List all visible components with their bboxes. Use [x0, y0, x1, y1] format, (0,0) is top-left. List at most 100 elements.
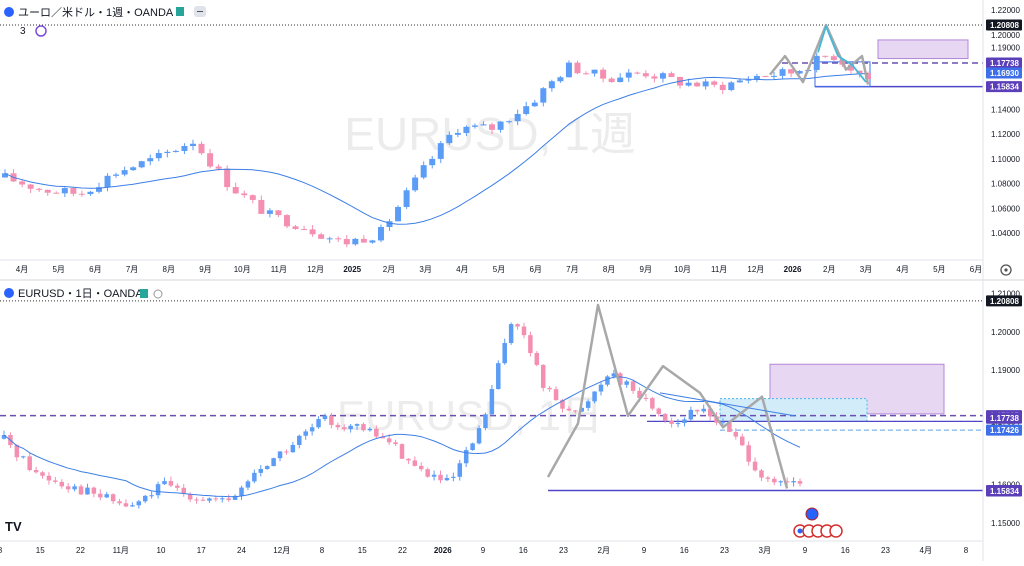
- bottom-candle: [797, 481, 803, 484]
- bottom-candle: [136, 501, 142, 506]
- trend-line: [659, 392, 796, 417]
- bottom-candle: [643, 397, 649, 399]
- time-axis-label: 23: [559, 546, 568, 555]
- time-axis-label: 6月: [89, 265, 101, 274]
- top-candle: [377, 227, 384, 241]
- top-candle: [736, 80, 743, 83]
- indicator-count: 3: [20, 26, 26, 37]
- bottom-candle: [335, 424, 341, 428]
- top-candle: [668, 73, 675, 78]
- top-candle: [634, 72, 641, 74]
- top-candle: [625, 72, 632, 78]
- bottom-candle: [354, 424, 360, 426]
- top-candle: [583, 73, 590, 75]
- bottom-candle: [470, 443, 475, 451]
- bottom-candle: [508, 324, 514, 344]
- bottom-candle: [104, 494, 109, 498]
- bottom-candle: [573, 410, 578, 412]
- price-tag-label: 1.17426: [990, 426, 1019, 435]
- bottom-candle: [33, 470, 39, 473]
- price-axis-label: 1.12000: [991, 130, 1020, 139]
- economic-events-icon[interactable]: [793, 507, 843, 538]
- bottom-candle: [476, 428, 482, 444]
- green-flag-icon[interactable]: [176, 7, 184, 16]
- top-candle: [249, 195, 256, 200]
- top-candle: [266, 210, 273, 214]
- top-candle: [172, 150, 179, 152]
- top-candle: [753, 75, 760, 80]
- top-candle: [702, 81, 709, 87]
- time-axis-label: 16: [680, 546, 689, 555]
- top-candle: [395, 206, 402, 222]
- price-axis-label: 1.19000: [991, 366, 1020, 375]
- time-axis-label: 3月: [759, 546, 771, 555]
- time-axis-label: 11月: [113, 546, 129, 555]
- bottom-candle: [53, 480, 58, 482]
- top-candle: [87, 191, 94, 195]
- time-axis-label: 2月: [598, 546, 610, 555]
- top-candle: [813, 55, 820, 70]
- eye-icon[interactable]: [35, 25, 47, 37]
- price-axis-label: 1.21000: [991, 290, 1020, 299]
- time-axis-label: 16: [841, 546, 850, 555]
- bottom-candle: [489, 389, 495, 415]
- time-axis-label: 2月: [823, 265, 835, 274]
- time-axis-label: 12月: [273, 546, 290, 555]
- bottom-candle: [91, 487, 97, 494]
- top-candle: [865, 73, 871, 80]
- bottom-candle: [765, 477, 771, 479]
- bottom-candle: [213, 498, 219, 500]
- bottom-candle: [656, 408, 662, 414]
- top-candle: [429, 158, 436, 166]
- price-tag-label: 1.17738: [990, 414, 1019, 423]
- top-watermark: EURUSD, 1週: [344, 108, 635, 160]
- bottom-candle: [117, 501, 122, 504]
- price-tag-bg: [986, 485, 1022, 497]
- bottom-candle: [155, 484, 161, 496]
- top-candle: [369, 240, 376, 243]
- price-tag-label: 1.20808: [990, 21, 1019, 30]
- bottom-candle: [451, 476, 456, 478]
- time-axis-label: 2026: [434, 546, 452, 555]
- time-axis-label: 6月: [970, 265, 982, 274]
- bottom-candle: [123, 503, 129, 507]
- price-tag-label: 1.17738: [990, 59, 1019, 68]
- top-candle: [326, 238, 333, 240]
- top-candle: [506, 121, 513, 123]
- top-candle: [352, 238, 359, 245]
- gear-icon[interactable]: [1000, 264, 1012, 276]
- top-candle: [531, 102, 538, 107]
- bottom-candle: [528, 335, 533, 353]
- top-candle: [651, 76, 658, 79]
- bottom-candle: [566, 408, 572, 411]
- price-tag-label: 1.16930: [990, 69, 1019, 78]
- bottom-candle: [187, 493, 193, 500]
- bottom-candle: [207, 498, 212, 501]
- top-candle: [659, 73, 666, 79]
- green-flag-icon[interactable]: [140, 289, 148, 298]
- top-candle: [403, 190, 410, 207]
- time-axis-label: 10月: [234, 265, 251, 274]
- time-axis-label: 5月: [52, 265, 64, 274]
- top-candle: [198, 143, 205, 154]
- top-candle: [155, 153, 162, 159]
- time-axis-label: 15: [36, 546, 45, 555]
- bottom-candle: [374, 428, 379, 437]
- bottom-candle: [175, 485, 180, 488]
- time-axis-label: 22: [76, 546, 85, 555]
- bottom-candle: [226, 498, 231, 500]
- bottom-candle: [669, 420, 674, 424]
- tradingview-logo-icon[interactable]: TV: [4, 519, 28, 534]
- top-candle: [275, 210, 282, 216]
- bottom-candle: [406, 458, 411, 461]
- globe-icon: [4, 7, 14, 17]
- bottom-candle: [142, 495, 148, 502]
- bottom-candle: [534, 352, 540, 365]
- price-tag-bg: [986, 295, 1022, 307]
- time-axis-label: 4月: [16, 265, 28, 274]
- eye-icon[interactable]: [153, 289, 163, 299]
- time-axis-label: 8月: [163, 265, 175, 274]
- bottom-candle: [252, 472, 257, 482]
- top-candle: [471, 125, 478, 127]
